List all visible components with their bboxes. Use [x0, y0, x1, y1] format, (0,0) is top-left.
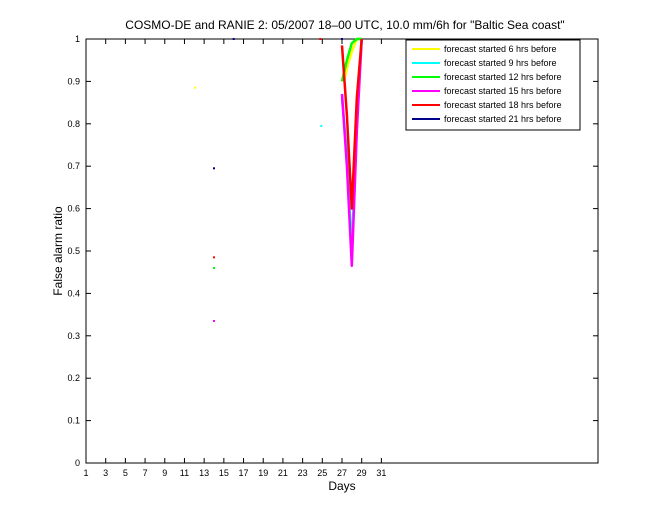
x-axis: 1 3 5 7 9 11 13 15 17 19 21 23 25 27 29 31 [83, 39, 386, 478]
legend-entry: forecast started 15 hrs before [444, 86, 562, 96]
x-tick-label: 25 [317, 468, 327, 478]
x-tick-label: 13 [199, 468, 209, 478]
y-tick-label: 0.2 [67, 373, 80, 383]
chart-title: COSMO-DE and RANIE 2: 05/2007 18–00 UTC,… [125, 18, 564, 32]
data-point [213, 256, 215, 259]
x-tick-label: 19 [258, 468, 268, 478]
series-4 [213, 38, 363, 259]
x-tick-label: 27 [337, 468, 347, 478]
y-tick-label: 0.9 [67, 76, 80, 86]
data-point [232, 38, 235, 40]
data-point [213, 266, 215, 269]
x-tick-label: 11 [180, 468, 189, 478]
series-5 [213, 38, 343, 170]
x-tick-label: 15 [219, 468, 229, 478]
series-line [340, 37, 362, 82]
y-tick-label: 0 [75, 458, 80, 468]
y-tick-label: 0.6 [67, 204, 80, 214]
y-axis-label: False alarm ratio [51, 206, 65, 296]
y-tick-label: 0.7 [67, 161, 80, 171]
data-point [194, 86, 197, 89]
legend: forecast started 6 hrs before forecast st… [405, 39, 581, 131]
legend-entry: forecast started 6 hrs before [444, 44, 557, 54]
y-tick-label: 0.1 [67, 416, 80, 426]
x-tick-label: 29 [357, 468, 367, 478]
legend-entry: forecast started 21 hrs before [444, 114, 562, 124]
legend-entry: forecast started 18 hrs before [444, 100, 562, 110]
y-tick-label: 0.4 [67, 288, 80, 298]
x-axis-label: Days [328, 479, 355, 493]
x-tick-label: 31 [376, 468, 386, 478]
x-tick-label: 17 [239, 468, 249, 478]
x-tick-label: 23 [298, 468, 308, 478]
y-tick-label: 0.8 [67, 119, 80, 129]
series-layer [194, 37, 363, 322]
x-tick-label: 9 [162, 468, 167, 478]
x-tick-label: 5 [123, 468, 128, 478]
x-tick-label: 7 [143, 468, 148, 478]
y-tick-label: 0.5 [67, 246, 80, 256]
data-point [320, 124, 323, 127]
data-point [341, 38, 343, 40]
x-tick-label: 3 [103, 468, 108, 478]
y-tick-label: 0.3 [67, 331, 80, 341]
data-point [319, 38, 322, 40]
series-line [340, 38, 363, 210]
legend-box [405, 39, 581, 131]
y-tick-label: 1 [75, 34, 80, 44]
data-point [213, 167, 215, 170]
legend-entry: forecast started 9 hrs before [444, 58, 557, 68]
series-3 [213, 38, 363, 322]
legend-entry: forecast started 12 hrs before [444, 72, 562, 82]
x-tick-label: 21 [278, 468, 288, 478]
data-point [213, 319, 215, 322]
x-tick-label: 1 [83, 468, 88, 478]
series-2 [213, 37, 362, 269]
y-axis: 0 0.1 0.2 0.3 0.4 0.5 0.6 0.7 0.8 0.9 1 [67, 34, 598, 468]
series-line [340, 38, 363, 268]
